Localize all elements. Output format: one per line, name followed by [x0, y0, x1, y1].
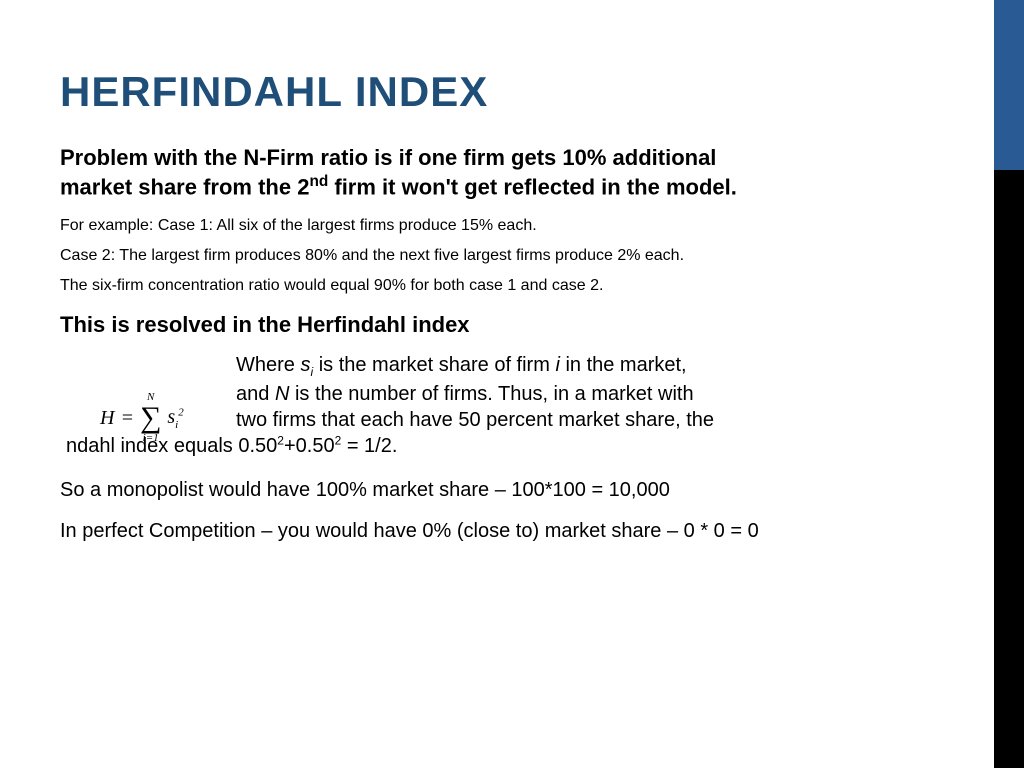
- formula-lhs: H: [100, 407, 114, 430]
- formula-equals: =: [120, 407, 134, 430]
- sigma-symbol: ∑: [140, 403, 161, 433]
- exp-l2-N: N: [275, 383, 289, 405]
- exp-l4-b: +0.50: [284, 435, 335, 457]
- exp-l1-var: s: [300, 354, 310, 376]
- exp-l2-b: is the number of firms. Thus, in a marke…: [289, 383, 693, 405]
- slide-title: HERFINDAHL INDEX: [60, 68, 934, 116]
- exp-l4-wrap: ndahl index equals 0.502+0.502 = 1/2.: [66, 435, 397, 457]
- accent-bar-blue: [994, 0, 1024, 170]
- exp-l1-a: Where: [236, 354, 300, 376]
- formula-row: H = N ∑ i=1 si2 Where si is the market s…: [60, 352, 934, 459]
- exp-l4-a: ndahl index equals 0.50: [66, 435, 277, 457]
- closing-monopolist: So a monopolist would have 100% market s…: [60, 477, 934, 504]
- formula-sup: 2: [178, 406, 184, 418]
- formula-term: si2: [167, 406, 183, 431]
- slide-content: HERFINDAHL INDEX Problem with the N-Firm…: [0, 0, 994, 545]
- exp-l2-a: and: [236, 383, 275, 405]
- formula-sub: i: [175, 419, 178, 431]
- closing-competition: In perfect Competition – you would have …: [60, 518, 934, 545]
- accent-bar-black: [994, 170, 1024, 768]
- example-conclusion: The six-firm concentration ratio would e…: [60, 274, 934, 298]
- exp-l4-c: = 1/2.: [341, 435, 397, 457]
- intro-paragraph: Problem with the N-Firm ratio is if one …: [60, 144, 934, 200]
- formula-explanation: Where si is the market share of firm i i…: [236, 352, 714, 459]
- exp-l1-c: in the market,: [560, 354, 687, 376]
- exp-l4-sup1: 2: [277, 433, 284, 447]
- example-case-2: Case 2: The largest firm produces 80% an…: [60, 244, 934, 268]
- intro-line2-post: firm it won't get reflected in the model…: [328, 174, 737, 199]
- intro-ordinal-sup: nd: [309, 173, 328, 190]
- intro-line1: Problem with the N-Firm ratio is if one …: [60, 145, 716, 170]
- formula-box: H = N ∑ i=1 si2: [60, 352, 240, 444]
- exp-l3: two firms that each have 50 percent mark…: [236, 409, 714, 431]
- intro-line2-pre: market share from the 2: [60, 174, 309, 199]
- example-case-1: For example: Case 1: All six of the larg…: [60, 214, 934, 238]
- formula-var: s: [167, 406, 175, 428]
- exp-l1-b: is the market share of firm: [313, 354, 555, 376]
- subheading: This is resolved in the Herfindahl index: [60, 312, 934, 338]
